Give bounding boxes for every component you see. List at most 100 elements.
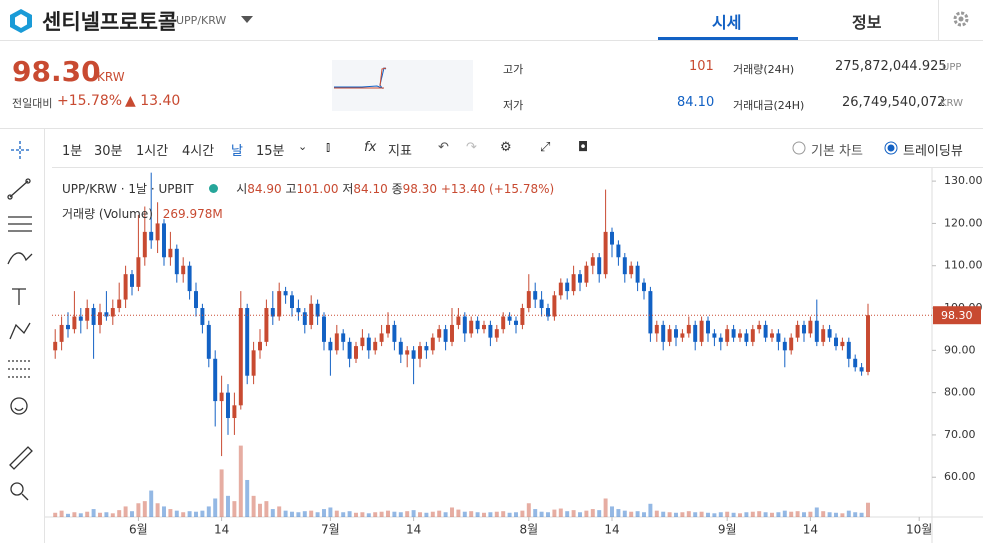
candle-body: [853, 358, 858, 368]
candle-type[interactable]: ⫾: [326, 140, 331, 155]
fullscreen[interactable]: ⤢: [540, 140, 551, 155]
change-pct: +15.78%: [57, 93, 123, 109]
y-tick-label: 110.00: [944, 259, 983, 272]
y-tick-label: 60.00: [944, 470, 976, 483]
undo[interactable]: ↶: [438, 140, 449, 155]
pair: UPP/KRW: [176, 14, 227, 27]
candle-body: [194, 291, 198, 309]
volume-bar: [232, 501, 237, 517]
candle-body: [770, 333, 774, 338]
volume-bar: [168, 509, 173, 517]
volume-bar: [251, 495, 256, 517]
candle-body: [258, 341, 262, 351]
candle-body: [296, 308, 301, 313]
snapshot[interactable]: ◘: [578, 140, 589, 155]
candle-body: [283, 291, 288, 296]
candle-body: [78, 316, 83, 321]
volume-bar: [469, 511, 474, 517]
interval[interactable]: 15분: [256, 144, 285, 159]
volume-bar: [424, 512, 429, 517]
ohlc-prefix: 시: [236, 182, 248, 196]
volume-bar: [699, 511, 704, 517]
interval[interactable]: 4시간: [182, 144, 215, 159]
radio[interactable]: [884, 141, 898, 155]
change-abs: ▲ 13.40: [125, 93, 181, 109]
candle-body: [443, 329, 448, 342]
volume-legend: 거래량 (Volume) 269.978M: [62, 205, 223, 222]
x-tick-label: 14: [214, 523, 229, 537]
candle-body: [501, 316, 506, 330]
redo[interactable]: ↷: [466, 140, 477, 155]
candle-body: [699, 320, 704, 342]
chart-mode[interactable]: 트레이딩뷰: [903, 144, 963, 159]
interval[interactable]: 1분: [62, 144, 83, 159]
volume-bar: [507, 512, 512, 517]
status-dot: [209, 184, 219, 193]
volume-bar: [398, 512, 403, 517]
candle-body: [187, 265, 192, 292]
radio[interactable]: [792, 141, 806, 155]
tab[interactable]: 정보: [852, 13, 882, 32]
candle-body: [174, 248, 179, 275]
candle-body: [386, 324, 390, 334]
volume-bar: [200, 510, 205, 517]
fx-icon[interactable]: fx: [364, 140, 377, 155]
volume-bar: [859, 512, 864, 517]
settings[interactable]: ⚙: [500, 140, 512, 155]
chart-mode[interactable]: 기본 차트: [811, 144, 863, 159]
volume-bar: [456, 509, 461, 517]
tool-icons: [7, 141, 33, 501]
dropdown[interactable]: [240, 15, 254, 25]
volume-bar: [661, 511, 666, 517]
volume-bar: [187, 511, 192, 517]
volume-bar: [110, 513, 115, 517]
ohlc-prefix: 고: [285, 182, 297, 196]
interval[interactable]: 30분: [94, 144, 123, 159]
volume-bar: [590, 509, 595, 517]
volume-bar: [539, 511, 544, 517]
candle-body: [782, 341, 787, 351]
close: 98.30: [402, 182, 437, 196]
value-unit: KRW: [940, 98, 963, 109]
volume-bar: [123, 506, 128, 517]
candle-body: [450, 324, 454, 342]
candle-body: [597, 257, 602, 275]
volume-bar: [136, 503, 141, 517]
candle-body: [213, 358, 218, 402]
candle-body: [706, 320, 710, 334]
volume-bar: [98, 512, 102, 517]
volume-bar: [181, 512, 186, 517]
divider: [938, 0, 939, 40]
volume-bar: [373, 512, 378, 517]
high: 101.00: [296, 182, 339, 196]
volume-bar: [808, 511, 813, 517]
open: 84.90: [247, 182, 282, 196]
candle-body: [123, 274, 128, 300]
more[interactable]: ⌄: [298, 140, 308, 153]
candle-body: [667, 329, 672, 342]
candle-body: [469, 320, 474, 334]
x-tick-label: 14: [406, 523, 421, 537]
interval[interactable]: 날: [231, 144, 243, 159]
indicators[interactable]: 지표: [388, 144, 412, 159]
candle-body: [795, 324, 800, 338]
candle-body: [712, 333, 717, 338]
candle-body: [744, 333, 749, 342]
candle-body: [590, 257, 595, 266]
candle-body: [738, 333, 742, 338]
tab[interactable]: 시세: [712, 13, 742, 32]
volume-bar: [571, 510, 576, 517]
candle-body: [526, 291, 531, 309]
candle-body: [533, 291, 538, 300]
volume-bar: [213, 498, 218, 517]
candle-body: [366, 337, 371, 351]
candle-body: [750, 329, 755, 342]
candle-body: [379, 333, 384, 342]
x-tick-label: 6월: [129, 523, 148, 537]
candle-body: [578, 274, 582, 283]
settings[interactable]: [952, 10, 970, 28]
interval[interactable]: 1시간: [136, 144, 169, 159]
volume-bar: [322, 509, 326, 517]
volume-bar: [283, 510, 288, 517]
